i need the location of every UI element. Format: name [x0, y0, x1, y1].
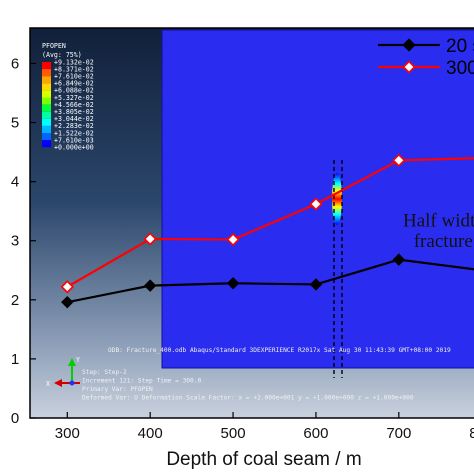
series-1 [60, 153, 474, 294]
series-1-point-2 [226, 232, 240, 247]
series-0-point-4 [392, 253, 406, 266]
step-line-2: Primary Var: PFOPEN [82, 386, 153, 393]
y-tick-label-5: 5 [11, 115, 19, 132]
colorbar-label-11: +7.610e-03 [54, 136, 94, 144]
x-axis-label: Depth of coal seam / m [166, 449, 361, 470]
colorbar-subtitle: (Avg: 75%) [42, 51, 82, 59]
colorbar-label-4: +6.088e-02 [54, 87, 94, 95]
step-line-1: Increment 121: Step Time = 300.0 [82, 378, 201, 385]
y-tick-label-3: 3 [11, 233, 19, 250]
step-line-3: Deformed Var: U Deformation Scale Factor… [82, 395, 414, 402]
colorbar-swatch-2 [42, 76, 51, 84]
odb-info-line: ODB: Fracture_400.odb Abaqus/Standard 3D… [108, 347, 451, 354]
colorbar-swatches [42, 62, 51, 148]
legend-label-1: 300 [446, 58, 474, 79]
triad-origin-icon [69, 380, 75, 386]
series-1-point-4 [392, 153, 406, 167]
triad-y-label: Y [76, 356, 80, 364]
series-0-point-0 [61, 295, 74, 309]
x-tick-label-2: 500 [221, 425, 246, 442]
colorbar-swatch-4 [42, 90, 51, 98]
colorbar-swatch-1 [42, 69, 51, 77]
colorbar-swatch-9 [42, 125, 51, 133]
series-1-point-0 [60, 280, 74, 294]
y-tick-label-6: 6 [11, 55, 19, 72]
colorbar-label-2: +7.610e-02 [54, 73, 94, 81]
colorbar-label-6: +4.566e-02 [54, 101, 94, 109]
colorbar-swatch-0 [42, 62, 51, 70]
y-tick-label-0: 0 [11, 410, 19, 427]
x-tick-label-4: 700 [386, 425, 411, 442]
step-info: Step: Step-2 Increment 121: Step Time = 3… [82, 369, 414, 402]
simulation-overlay: PFOPEN (Avg: 75%) +9.132e-02+8.371e-02+7… [30, 28, 474, 418]
series-0 [61, 253, 474, 309]
model-domain [161, 29, 474, 369]
series-1-point-3 [309, 197, 323, 211]
y-tick-label-1: 1 [11, 351, 19, 368]
x-tick-label-3: 600 [303, 425, 328, 442]
x-tick-label-5: 800 [469, 425, 474, 442]
series-0-point-3 [309, 278, 323, 291]
y-tick-label-4: 4 [11, 174, 19, 191]
colorbar-label-5: +5.327e-02 [54, 94, 94, 102]
colorbar-label-0: +9.132e-02 [54, 58, 94, 66]
colorbar: PFOPEN (Avg: 75%) +9.132e-02+8.371e-02+7… [42, 42, 94, 152]
colorbar-swatch-10 [42, 133, 51, 141]
legend: 20 s300 [378, 36, 474, 79]
x-axis-ticks: 300 400 500 600 700 800 [55, 412, 474, 442]
colorbar-labels: +9.132e-02+8.371e-02+7.610e-02+6.849e-02… [54, 58, 94, 151]
series-1-line [66, 157, 474, 288]
annotations: Half widthfracture [403, 211, 474, 253]
triad-y-arrow-icon [68, 358, 76, 366]
series-0-point-1 [143, 279, 157, 292]
series-0-line [67, 258, 474, 304]
colorbar-title: PFOPEN [42, 42, 66, 50]
legend-label-0: 20 s [446, 36, 474, 57]
legend-marker-1 [402, 60, 416, 74]
colorbar-swatch-11 [42, 140, 51, 148]
plot-frame [29, 27, 474, 419]
colorbar-swatch-8 [42, 118, 51, 126]
triad-x-arrow-icon [54, 379, 62, 387]
annotation-0: Half width [403, 211, 474, 232]
series-0-point-2 [226, 277, 240, 290]
y-tick-label-2: 2 [11, 292, 19, 309]
colorbar-label-7: +3.805e-02 [54, 108, 94, 116]
colorbar-swatch-6 [42, 104, 51, 112]
triad-x-label: X [46, 380, 50, 388]
colorbar-label-8: +3.044e-02 [54, 115, 94, 123]
series-group [60, 153, 474, 309]
colorbar-label-10: +1.522e-02 [54, 129, 94, 137]
annotation-1: fracture [414, 231, 473, 252]
colorbar-swatch-3 [42, 83, 51, 91]
coordinate-triad: Y X [46, 356, 80, 388]
colorbar-label-1: +8.371e-02 [54, 65, 94, 73]
x-tick-label-1: 400 [138, 425, 163, 442]
colorbar-label-12: +0.000e+00 [54, 144, 94, 152]
colorbar-swatch-5 [42, 97, 51, 105]
colorbar-swatch-7 [42, 111, 51, 119]
colorbar-label-3: +6.849e-02 [54, 80, 94, 88]
series-1-point-1 [143, 232, 157, 246]
y-axis-ticks: 0 1 2 3 4 5 6 [11, 55, 36, 427]
colorbar-label-9: +2.283e-02 [54, 122, 94, 130]
x-tick-label-0: 300 [55, 425, 80, 442]
step-line-0: Step: Step-2 [82, 369, 127, 376]
legend-marker-0 [402, 38, 416, 52]
